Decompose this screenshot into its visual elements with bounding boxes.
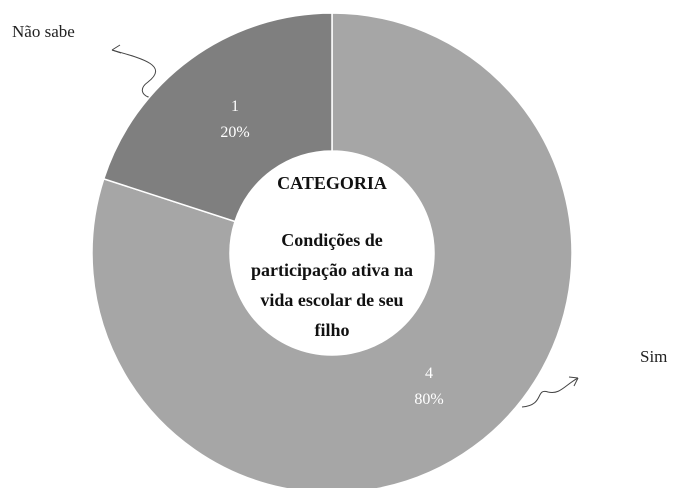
data-label: 20% <box>220 124 249 141</box>
center-text: vida escolar de seu <box>260 290 403 310</box>
center-text: participação ativa na <box>251 260 413 280</box>
data-label: 80% <box>414 391 443 408</box>
data-label: 1 <box>231 98 239 115</box>
callout-arrow <box>521 377 579 408</box>
donut-slice <box>91 12 573 488</box>
center-text: Condições de <box>281 230 383 250</box>
center-title: CATEGORIA <box>277 173 387 193</box>
category-label: Não sabe <box>12 22 75 41</box>
category-label: Sim <box>640 347 667 366</box>
arrow-head <box>568 376 579 387</box>
arrow-head <box>111 44 122 54</box>
data-label: 4 <box>425 365 433 382</box>
center-text: filho <box>314 320 349 340</box>
donut-slice <box>102 12 333 223</box>
